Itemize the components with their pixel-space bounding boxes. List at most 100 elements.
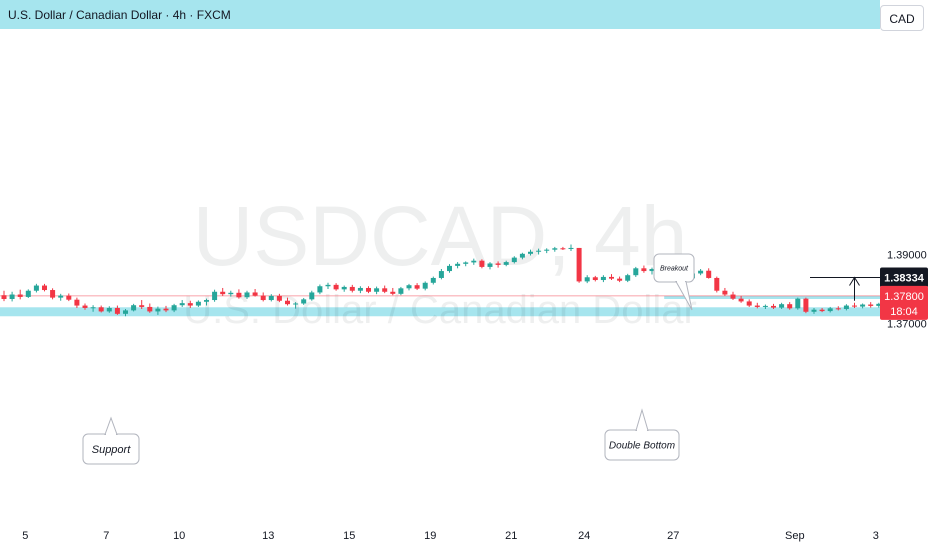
candle-body bbox=[147, 306, 153, 312]
candle-body bbox=[495, 263, 501, 265]
candle-body bbox=[131, 305, 137, 311]
candle bbox=[860, 303, 866, 309]
candle-body bbox=[876, 303, 882, 306]
candle-body bbox=[179, 303, 185, 306]
candle-body bbox=[212, 291, 218, 301]
annotations-layer: Support Double Bottom Breakout bbox=[82, 253, 695, 465]
candle-body bbox=[82, 305, 88, 308]
candle-body bbox=[106, 307, 112, 312]
projection-arrowhead-1 bbox=[849, 276, 860, 286]
zone-support bbox=[0, 307, 880, 317]
price-axis: 1.370001.375001.380001.385001.390001.383… bbox=[880, 250, 928, 331]
candle-body bbox=[787, 304, 793, 309]
candle-body bbox=[301, 299, 307, 304]
annotation-pointer bbox=[104, 416, 118, 435]
candle bbox=[406, 283, 412, 291]
candle bbox=[811, 307, 817, 314]
candle bbox=[236, 289, 242, 299]
time-tick-label: 5 bbox=[22, 530, 28, 542]
candle-body bbox=[511, 257, 517, 263]
time-tick-label: 19 bbox=[424, 530, 436, 542]
candle-body bbox=[471, 260, 477, 263]
candle bbox=[827, 306, 833, 313]
candle-body bbox=[349, 286, 355, 291]
candle bbox=[195, 300, 201, 307]
candle bbox=[625, 273, 631, 283]
price-tick-label: 1.39000 bbox=[887, 250, 927, 262]
candle bbox=[617, 276, 623, 283]
candle bbox=[276, 293, 282, 303]
candle bbox=[803, 297, 809, 314]
candle-body bbox=[438, 271, 444, 278]
candle-body bbox=[406, 285, 412, 289]
current-price-label: 1.37800 bbox=[884, 291, 924, 303]
candle bbox=[609, 274, 614, 281]
candle-body bbox=[754, 305, 760, 307]
candle-body bbox=[843, 305, 849, 310]
annotation-box bbox=[653, 253, 695, 283]
candle-body bbox=[114, 307, 120, 314]
candle bbox=[422, 281, 428, 291]
candle bbox=[98, 305, 104, 313]
candle-body bbox=[430, 277, 436, 283]
candle-body bbox=[730, 294, 736, 299]
candle bbox=[746, 299, 752, 307]
candle-body bbox=[706, 270, 712, 278]
candle-body bbox=[447, 265, 452, 272]
candle-body bbox=[592, 277, 598, 281]
candle-body bbox=[738, 298, 744, 302]
candle bbox=[868, 302, 874, 308]
candle bbox=[171, 303, 177, 313]
candle-body bbox=[455, 263, 461, 266]
watermark: USDCAD, 4h U.S. Dollar / Canadian Dollar bbox=[183, 189, 697, 332]
candle bbox=[471, 258, 477, 265]
candle bbox=[584, 275, 590, 284]
candle bbox=[252, 289, 258, 297]
candle-body bbox=[779, 304, 785, 308]
candle-body bbox=[860, 304, 866, 307]
candle bbox=[333, 283, 339, 291]
candle-body bbox=[835, 308, 841, 310]
candle-body bbox=[58, 295, 64, 298]
candle bbox=[212, 289, 218, 302]
candle bbox=[25, 289, 31, 298]
candle bbox=[163, 305, 169, 313]
candle-body bbox=[552, 248, 558, 250]
candle bbox=[58, 293, 64, 301]
candle bbox=[835, 306, 841, 311]
candle bbox=[357, 286, 363, 294]
currency-button[interactable]: CAD bbox=[880, 5, 924, 31]
candle-body bbox=[244, 292, 250, 298]
candle bbox=[843, 304, 849, 311]
candle-body bbox=[252, 292, 258, 296]
candle bbox=[204, 298, 209, 306]
candle bbox=[260, 292, 266, 302]
time-tick-label: 24 bbox=[578, 530, 590, 542]
candle-body bbox=[374, 288, 380, 292]
candle bbox=[33, 283, 39, 293]
candle bbox=[293, 302, 299, 309]
time-axis: 5710131519212427Sep359 bbox=[22, 530, 879, 542]
candle bbox=[819, 307, 825, 313]
candle bbox=[430, 276, 436, 285]
candle bbox=[754, 302, 760, 309]
candle bbox=[552, 246, 558, 252]
candle-body bbox=[536, 250, 542, 252]
candle-body bbox=[414, 285, 420, 289]
candle bbox=[503, 260, 509, 267]
candle bbox=[511, 256, 517, 264]
candle-body bbox=[852, 305, 857, 307]
candle-body bbox=[811, 309, 817, 312]
candle bbox=[438, 268, 444, 280]
candle-body bbox=[609, 276, 614, 279]
candle bbox=[479, 259, 485, 269]
candle-body bbox=[309, 292, 315, 300]
candle bbox=[9, 291, 15, 302]
candle-body bbox=[625, 275, 631, 281]
chart-title: U.S. Dollar / Canadian Dollar · 4h · FXC… bbox=[8, 8, 231, 22]
candle bbox=[730, 291, 736, 301]
candle-body bbox=[333, 284, 339, 290]
candle-body bbox=[390, 291, 396, 294]
